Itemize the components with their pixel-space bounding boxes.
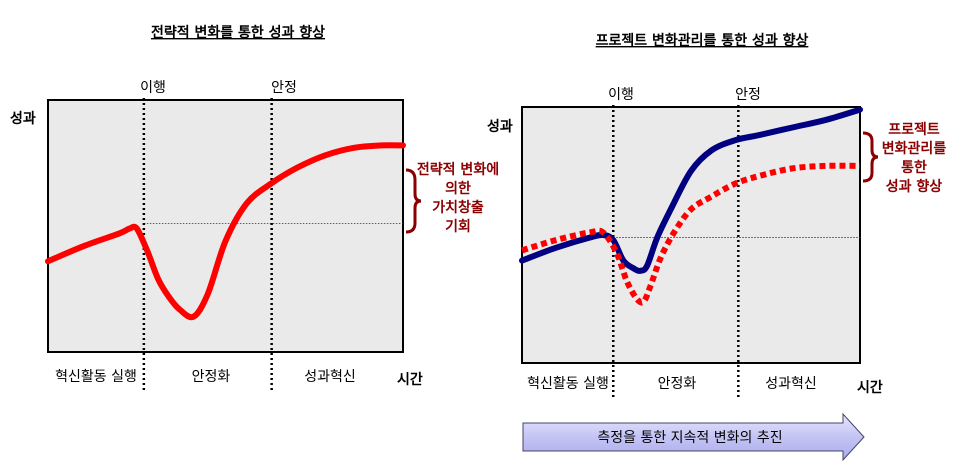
chart-2-annotation-line-4: 성과 향상 [886,178,943,195]
chart-2: 프로젝트 변화관리를 통한 성과 향상 성과 시간 이행 안정 혁신활동 실행 … [487,32,947,462]
chart-2-footer-arrow-label: 측정을 통한 지속적 변화의 추진 [597,430,782,446]
chart-2-phase-2: 안정화 [658,376,697,392]
chart-1-phase-2: 안정화 [192,369,231,385]
chart-2-annotation-line-1: 프로젝트 [888,121,940,138]
chart-1-annotation-brace [405,168,422,234]
chart-2-footer-arrow [522,412,865,462]
chart-1-title: 전략적 변화를 통한 성과 향상 [151,24,325,41]
chart-1-phase-1: 혁신활동 실행 [55,369,137,385]
chart-2-title: 프로젝트 변화관리를 통한 성과 향상 [596,32,809,49]
chart-2-phase-3: 성과혁신 [765,376,817,392]
chart-2-series-2-line [521,162,861,306]
chart-1-annotation-line-4: 기회 [445,219,471,235]
chart-2-marker-label-1: 이행 [608,87,634,103]
chart-1-plot-area [47,99,404,353]
chart-1-phase-3: 성과혁신 [304,369,356,385]
chart-1-annotation-line-1: 전략적 변화에 [417,161,499,178]
chart-1-series-1-line [45,142,406,321]
chart-1-annotation-line-2: 의한 [445,180,471,197]
chart-2-xlabel: 시간 [857,379,883,396]
chart-2-marker-label-2: 안정 [735,87,761,103]
chart-1-marker-label-1: 이행 [140,80,166,96]
chart-1-xlabel: 시간 [397,371,423,388]
chart-1-ylabel: 성과 [10,111,36,127]
chart-2-annotation-line-3: 통한 [901,160,927,176]
chart-2-plot-area [521,106,861,364]
chart-2-annotation-line-2: 변화관리를 [882,140,947,157]
chart-2-ylabel: 성과 [487,119,513,135]
chart-2-annotation-brace [862,131,879,183]
chart-1: 전략적 변화를 통한 성과 향상 성과 시간 이행 안정 혁신활동 실행 안정화… [10,24,499,390]
chart-2-phase-1: 혁신활동 실행 [527,376,609,392]
chart-1-annotation-line-3: 가치창출 [432,199,484,216]
chart-1-marker-label-2: 안정 [271,80,297,96]
